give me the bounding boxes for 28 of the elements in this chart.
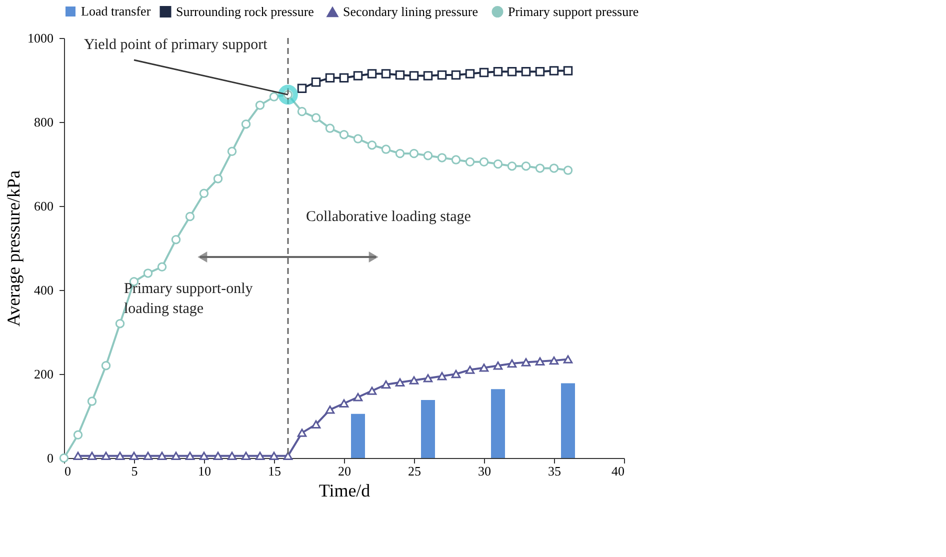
legend-label: Primary support pressure — [508, 4, 639, 19]
x-tick-label: 30 — [478, 464, 491, 478]
x-tick-label: 15 — [268, 464, 281, 478]
legend-label: Load transfer — [81, 4, 152, 18]
y-tick-label: 800 — [34, 114, 54, 130]
y-tick-label: 400 — [34, 282, 54, 298]
bar — [491, 389, 505, 458]
x-axis-title: Time/d — [318, 480, 370, 500]
bar — [351, 414, 365, 458]
y-axis-title: Average pressure/kPa — [4, 170, 24, 327]
x-tick-label: 0 — [64, 464, 71, 478]
x-tick-label: 10 — [198, 464, 211, 478]
y-tick-label: 600 — [34, 198, 54, 214]
y-tick-label: 1000 — [28, 30, 54, 46]
annotation: Primary support-only loading stage — [124, 281, 254, 317]
bar — [561, 383, 575, 458]
annotation: Yield point of primary support — [84, 37, 268, 53]
y-tick-label: 200 — [34, 366, 54, 382]
x-tick-label: 20 — [338, 464, 351, 478]
x-tick-label: 25 — [408, 464, 421, 478]
y-tick-label: 0 — [47, 450, 54, 466]
x-tick-label: 35 — [548, 464, 561, 478]
annotation: Collaborative loading stage — [306, 209, 472, 225]
legend-label: Surrounding rock pressure — [176, 4, 314, 19]
x-tick-label: 5 — [131, 464, 138, 478]
x-tick-label: 40 — [612, 464, 624, 478]
legend-label: Secondary lining pressure — [343, 4, 478, 20]
bar — [421, 400, 435, 458]
